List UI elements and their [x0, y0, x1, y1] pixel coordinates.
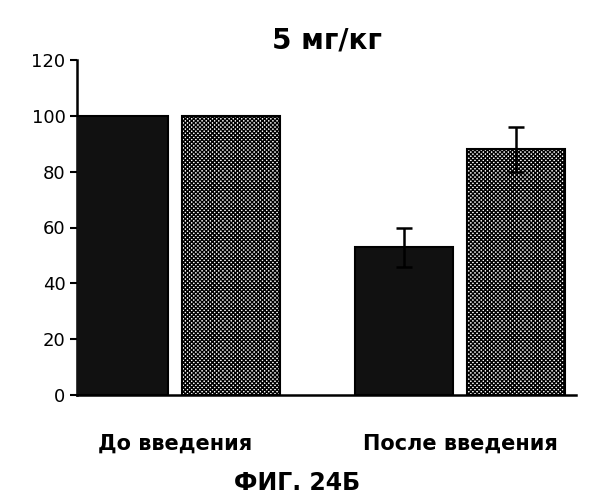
Title: 5 мг/кг: 5 мг/кг: [272, 27, 381, 55]
Bar: [355, 247, 453, 395]
Text: После введения: После введения: [363, 434, 558, 454]
Bar: [467, 150, 565, 395]
Text: ФИГ. 24Б: ФИГ. 24Б: [234, 471, 360, 495]
Bar: [70, 116, 168, 395]
Bar: [182, 116, 280, 395]
Text: До введения: До введения: [98, 434, 252, 454]
